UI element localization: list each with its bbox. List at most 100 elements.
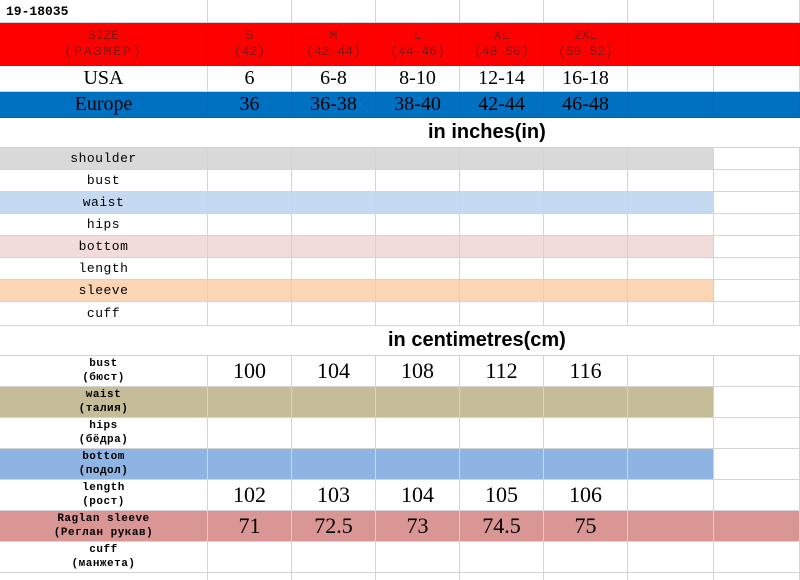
cell[interactable] — [460, 302, 544, 326]
cell[interactable] — [628, 542, 714, 573]
cell[interactable] — [376, 573, 460, 580]
europe-value[interactable]: 42-44 — [460, 92, 544, 118]
cell[interactable] — [292, 302, 376, 326]
usa-value[interactable]: 6-8 — [292, 66, 376, 92]
value-cell[interactable] — [376, 449, 460, 480]
value-cell[interactable]: 103 — [292, 480, 376, 511]
size-l-cell[interactable]: L (44-46) — [376, 23, 460, 66]
cell[interactable] — [628, 387, 714, 418]
cell[interactable] — [0, 573, 208, 580]
value-cell[interactable]: 72.5 — [292, 511, 376, 542]
cell[interactable] — [714, 418, 800, 449]
cell[interactable] — [628, 258, 714, 280]
cell[interactable] — [376, 236, 460, 258]
cell[interactable] — [628, 480, 714, 511]
cell[interactable] — [628, 449, 714, 480]
value-cell[interactable] — [460, 449, 544, 480]
cell[interactable] — [544, 573, 628, 580]
row-label-cell[interactable]: hips (бёдра) — [0, 418, 208, 449]
size-2xl-cell[interactable]: 2XL (50-52) — [544, 23, 628, 66]
usa-label[interactable]: USA — [0, 66, 208, 92]
cell[interactable] — [208, 573, 292, 580]
cell[interactable] — [628, 92, 714, 118]
row-label[interactable]: bust — [0, 170, 208, 192]
value-cell[interactable] — [208, 387, 292, 418]
cell[interactable] — [714, 23, 800, 66]
europe-value[interactable]: 38-40 — [376, 92, 460, 118]
cell[interactable] — [714, 542, 800, 573]
cell[interactable] — [714, 92, 800, 118]
cell[interactable] — [628, 302, 714, 326]
value-cell[interactable] — [292, 542, 376, 573]
cell[interactable] — [714, 148, 800, 170]
size-s-cell[interactable]: S (42) — [208, 23, 292, 66]
value-cell[interactable]: 105 — [460, 480, 544, 511]
cell[interactable] — [208, 302, 292, 326]
value-cell[interactable] — [460, 542, 544, 573]
cell[interactable] — [628, 573, 714, 580]
cell[interactable] — [292, 236, 376, 258]
value-cell[interactable] — [292, 418, 376, 449]
cell[interactable] — [714, 0, 800, 23]
value-cell[interactable]: 104 — [376, 480, 460, 511]
row-label-cell[interactable]: Raglan sleeve (Реглан рукав) — [0, 511, 208, 542]
value-cell[interactable] — [292, 449, 376, 480]
row-label-cell[interactable]: length (рост) — [0, 480, 208, 511]
cell[interactable] — [292, 280, 376, 302]
cell[interactable] — [292, 258, 376, 280]
cell[interactable] — [714, 258, 800, 280]
cell[interactable] — [208, 280, 292, 302]
cell[interactable] — [628, 0, 714, 23]
cell[interactable] — [544, 170, 628, 192]
value-cell[interactable]: 102 — [208, 480, 292, 511]
row-label-cell[interactable]: bust (бюст) — [0, 356, 208, 387]
value-cell[interactable] — [208, 542, 292, 573]
cell[interactable] — [628, 418, 714, 449]
value-cell[interactable] — [460, 387, 544, 418]
cell[interactable] — [714, 387, 800, 418]
value-cell[interactable] — [544, 449, 628, 480]
cell[interactable] — [544, 0, 628, 23]
cell[interactable] — [208, 236, 292, 258]
usa-value[interactable]: 16-18 — [544, 66, 628, 92]
cell[interactable] — [628, 66, 714, 92]
value-cell[interactable] — [292, 387, 376, 418]
cell[interactable] — [460, 573, 544, 580]
value-cell[interactable]: 100 — [208, 356, 292, 387]
cell[interactable] — [544, 148, 628, 170]
value-cell[interactable] — [544, 387, 628, 418]
cell[interactable] — [376, 214, 460, 236]
usa-value[interactable]: 6 — [208, 66, 292, 92]
value-cell[interactable] — [544, 418, 628, 449]
value-cell[interactable]: 104 — [292, 356, 376, 387]
row-label[interactable]: shoulder — [0, 148, 208, 170]
value-cell[interactable]: 71 — [208, 511, 292, 542]
inches-section-title[interactable]: in inches(in) — [428, 121, 546, 143]
cell[interactable] — [376, 192, 460, 214]
cell[interactable] — [376, 280, 460, 302]
cm-section-title[interactable]: in centimetres(cm) — [388, 329, 566, 351]
size-label-cell[interactable]: SIZE (РАЗМЕР) — [0, 23, 208, 66]
row-label[interactable]: waist — [0, 192, 208, 214]
row-label-cell[interactable]: waist (талия) — [0, 387, 208, 418]
size-m-cell[interactable]: M (42-44) — [292, 23, 376, 66]
cell[interactable] — [376, 148, 460, 170]
cell[interactable] — [628, 170, 714, 192]
cell[interactable] — [628, 214, 714, 236]
cell[interactable] — [460, 148, 544, 170]
cell[interactable] — [460, 170, 544, 192]
cell[interactable] — [544, 258, 628, 280]
europe-label[interactable]: Europe — [0, 92, 208, 118]
cell[interactable] — [292, 214, 376, 236]
row-label-cell[interactable]: cuff (манжета) — [0, 542, 208, 573]
cell[interactable] — [714, 192, 800, 214]
cell[interactable] — [714, 480, 800, 511]
row-label-cell[interactable]: bottom (подол) — [0, 449, 208, 480]
cell[interactable] — [714, 236, 800, 258]
cell[interactable] — [714, 170, 800, 192]
cell[interactable] — [460, 280, 544, 302]
value-cell[interactable] — [544, 542, 628, 573]
cell[interactable] — [208, 0, 292, 23]
cell[interactable] — [208, 258, 292, 280]
value-cell[interactable]: 75 — [544, 511, 628, 542]
